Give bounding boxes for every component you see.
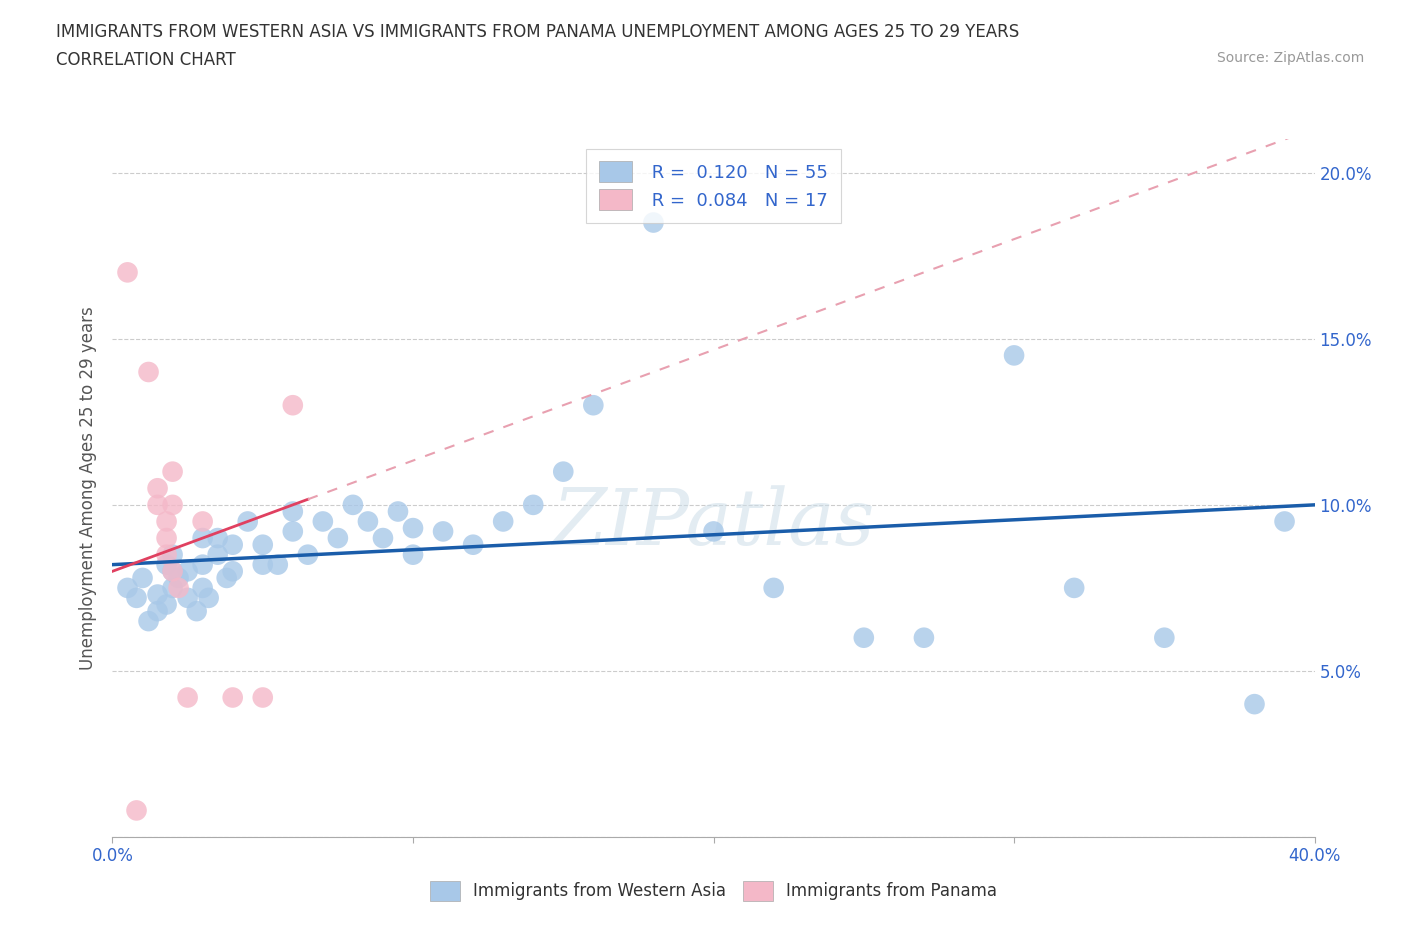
Point [297, 547, 319, 562]
Point [643, 215, 665, 230]
Point [146, 604, 169, 618]
Point [197, 591, 219, 605]
Point [176, 690, 198, 705]
Point [222, 690, 245, 705]
Point [1243, 697, 1265, 711]
Point [125, 591, 148, 605]
Point [1063, 580, 1085, 595]
Point [131, 570, 153, 585]
Point [215, 570, 238, 585]
Point [342, 498, 364, 512]
Point [1274, 514, 1296, 529]
Point [222, 564, 245, 578]
Point [461, 538, 484, 552]
Point [155, 597, 177, 612]
Point [207, 531, 229, 546]
Point [252, 557, 274, 572]
Point [912, 631, 935, 645]
Point [138, 365, 160, 379]
Point [357, 514, 380, 529]
Point [155, 531, 177, 546]
Point [852, 631, 875, 645]
Point [402, 521, 425, 536]
Point [146, 498, 169, 512]
Point [1153, 631, 1175, 645]
Point [312, 514, 335, 529]
Point [1002, 348, 1025, 363]
Point [155, 557, 177, 572]
Point [281, 524, 304, 538]
Point [402, 547, 425, 562]
Point [371, 531, 394, 546]
Point [162, 580, 184, 595]
Point [326, 531, 349, 546]
Point [162, 547, 184, 562]
Point [222, 538, 245, 552]
Point [176, 564, 198, 578]
Point [162, 564, 184, 578]
Point [167, 570, 190, 585]
Point [387, 504, 409, 519]
Point [492, 514, 515, 529]
Point [281, 504, 304, 519]
Point [167, 580, 190, 595]
Point [267, 557, 290, 572]
Point [162, 464, 184, 479]
Point [155, 547, 177, 562]
Point [522, 498, 544, 512]
Point [117, 580, 139, 595]
Point [582, 398, 605, 413]
Point [186, 604, 208, 618]
Point [191, 531, 214, 546]
Point [146, 481, 169, 496]
Point [252, 690, 274, 705]
Point [281, 398, 304, 413]
Point [146, 587, 169, 602]
Point [236, 514, 259, 529]
Point [207, 547, 229, 562]
Point [155, 514, 177, 529]
Point [125, 803, 148, 817]
Point [191, 514, 214, 529]
Text: CORRELATION CHART: CORRELATION CHART [56, 51, 236, 69]
Point [553, 464, 575, 479]
Point [176, 591, 198, 605]
Point [702, 524, 725, 538]
Y-axis label: Unemployment Among Ages 25 to 29 years: Unemployment Among Ages 25 to 29 years [79, 306, 97, 671]
Point [138, 614, 160, 629]
Text: Source: ZipAtlas.com: Source: ZipAtlas.com [1216, 51, 1364, 65]
Point [191, 557, 214, 572]
Legend: Immigrants from Western Asia, Immigrants from Panama: Immigrants from Western Asia, Immigrants… [422, 873, 1005, 909]
Point [191, 580, 214, 595]
Point [117, 265, 139, 280]
Point [762, 580, 785, 595]
Text: IMMIGRANTS FROM WESTERN ASIA VS IMMIGRANTS FROM PANAMA UNEMPLOYMENT AMONG AGES 2: IMMIGRANTS FROM WESTERN ASIA VS IMMIGRAN… [56, 23, 1019, 41]
Point [252, 538, 274, 552]
Point [162, 498, 184, 512]
Point [432, 524, 454, 538]
Text: ZIPatlas: ZIPatlas [553, 485, 875, 562]
Point [162, 564, 184, 578]
